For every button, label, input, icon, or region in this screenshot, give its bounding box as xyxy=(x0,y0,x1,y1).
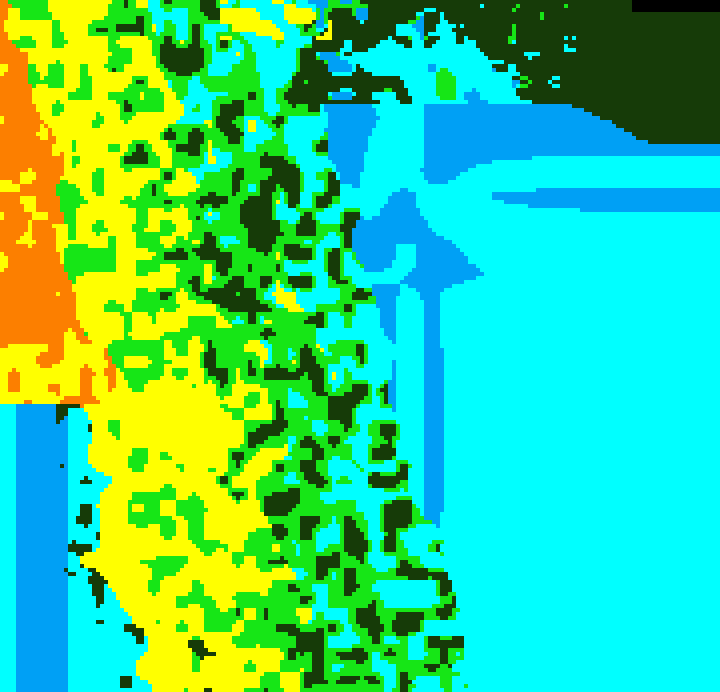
classified-raster-canvas[interactable] xyxy=(0,0,720,692)
raster-map-view[interactable]: Classified Raster Map No data / mask Dar… xyxy=(0,0,720,692)
